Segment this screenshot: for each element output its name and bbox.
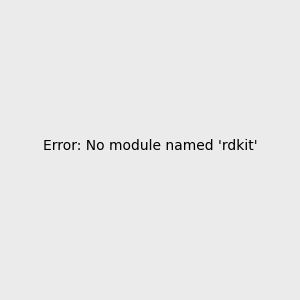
Text: Error: No module named 'rdkit': Error: No module named 'rdkit' [43, 139, 257, 153]
